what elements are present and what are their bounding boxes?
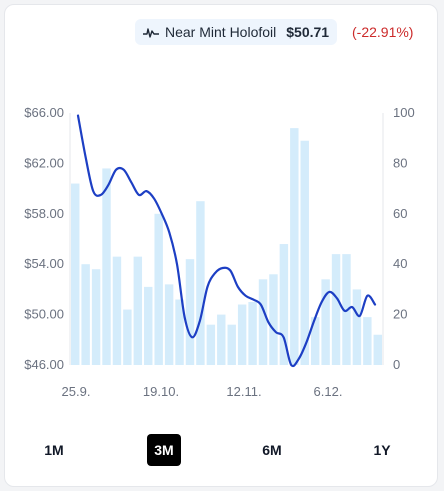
- legend-item[interactable]: Near Mint Holofoil $50.71: [135, 19, 338, 45]
- x-axis-tick-label: 19.10.: [143, 384, 179, 399]
- left-axis-tick-label: $58.00: [24, 206, 64, 221]
- volume-bar: [206, 324, 216, 365]
- right-axis-tick-label: 60: [393, 206, 407, 221]
- left-axis-tick-label: $62.00: [24, 155, 64, 170]
- price-history-chart: $66.00 $62.00 $58.00 $54.00 $50.00 $46.00 100…: [24, 105, 415, 399]
- volume-bar: [71, 183, 80, 365]
- volume-bar: [91, 269, 101, 365]
- volume-bar: [196, 201, 205, 365]
- x-axis-tick-label: 12.11.: [226, 384, 261, 399]
- volume-bar: [248, 302, 257, 365]
- volume-bar: [300, 140, 309, 365]
- volume-bar: [217, 314, 226, 365]
- volume-bar: [331, 254, 341, 365]
- price-line-icon: [143, 26, 159, 38]
- right-axis-tick-label: 40: [393, 256, 407, 271]
- volume-bar: [133, 256, 143, 365]
- volume-bar: [102, 168, 111, 365]
- right-axis-ticks: 100 80 60 40 20 0: [393, 105, 415, 372]
- volume-bar: [237, 304, 247, 365]
- volume-bar: [352, 289, 362, 365]
- volume-bar: [279, 244, 289, 365]
- legend-current-price: $50.71: [286, 24, 330, 40]
- volume-bar: [363, 317, 372, 365]
- volume-bar: [175, 299, 184, 365]
- volume-bar: [81, 264, 90, 365]
- left-axis-ticks: $66.00 $62.00 $58.00 $54.00 $50.00 $46.00: [24, 105, 64, 372]
- left-axis-tick-label: $54.00: [24, 256, 64, 271]
- range-button-1m[interactable]: 1M: [44, 442, 64, 458]
- left-axis-tick-label: $66.00: [24, 105, 64, 120]
- x-axis-ticks: 25.9. 19.10. 12.11. 6.12.: [62, 384, 343, 399]
- right-axis-tick-label: 100: [393, 105, 415, 120]
- volume-bar: [373, 334, 382, 365]
- volume-bar: [227, 324, 236, 365]
- left-axis-tick-label: $46.00: [24, 357, 64, 372]
- volume-bar: [310, 317, 320, 365]
- volume-bar: [258, 279, 268, 365]
- volume-bar: [290, 128, 299, 365]
- range-button-6m[interactable]: 6M: [262, 442, 282, 458]
- chart-grid: [69, 113, 384, 365]
- volume-bar: [112, 256, 122, 365]
- x-axis-tick-label: 25.9.: [62, 384, 91, 399]
- x-axis-tick-label: 6.12.: [314, 384, 343, 399]
- legend-price-change: (-22.91%): [352, 24, 414, 40]
- legend-series-name: Near Mint Holofoil: [165, 24, 277, 40]
- left-axis-tick-label: $50.00: [24, 307, 64, 322]
- time-range-selector: 1M 3M 6M 1Y: [0, 434, 444, 466]
- right-axis-tick-label: 0: [393, 357, 400, 372]
- volume-bar: [321, 279, 330, 365]
- volume-bar: [185, 259, 195, 365]
- right-axis-tick-label: 80: [393, 155, 407, 170]
- price-line: [76, 114, 377, 368]
- right-axis-tick-label: 20: [393, 307, 407, 322]
- volume-bar: [154, 213, 163, 365]
- volume-bar: [164, 284, 174, 365]
- volume-bar: [269, 274, 278, 365]
- volume-bars: [71, 128, 382, 365]
- range-button-3m[interactable]: 3M: [147, 434, 181, 466]
- volume-bar: [144, 286, 153, 365]
- range-button-1y[interactable]: 1Y: [373, 442, 391, 458]
- volume-bar: [123, 309, 132, 365]
